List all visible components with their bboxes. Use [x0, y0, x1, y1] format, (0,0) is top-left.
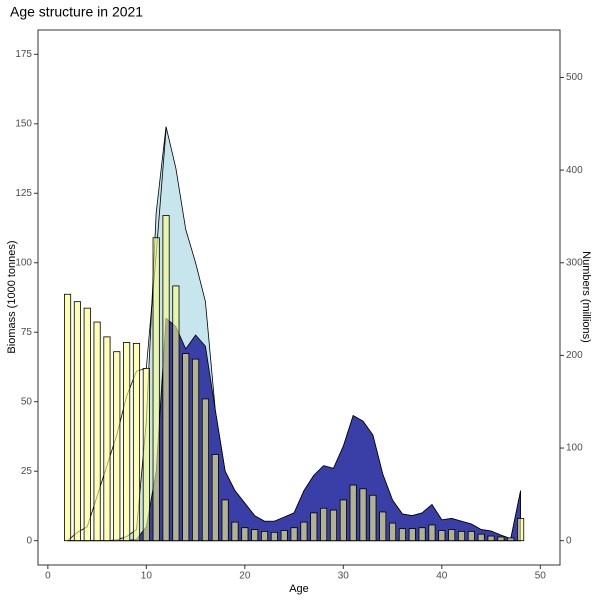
plot-frame: [37, 29, 561, 566]
bar: [63, 293, 72, 542]
y2-tick-label: 300: [566, 257, 583, 268]
bar: [162, 215, 170, 542]
x-tick-label: 10: [141, 571, 153, 582]
bar: [93, 321, 101, 542]
bar: [359, 488, 367, 542]
bar: [142, 367, 150, 542]
y-axis-label: Biomass (1000 tonnes): [6, 240, 18, 353]
y2-tick-label: 0: [566, 535, 572, 546]
bar: [73, 301, 81, 542]
x-axis-label: Age: [289, 583, 309, 595]
bar: [389, 522, 397, 542]
bar: [428, 524, 436, 542]
y-tick-label: 50: [21, 396, 33, 407]
bar: [408, 528, 416, 542]
bar: [418, 527, 426, 542]
y-tick-label: 75: [21, 327, 33, 338]
bar: [300, 521, 308, 542]
x-tick-label: 50: [535, 571, 547, 582]
bar: [457, 531, 466, 542]
bar: [448, 529, 456, 542]
y-tick-label: 175: [15, 49, 32, 60]
bar: [329, 509, 338, 542]
bar: [280, 530, 288, 542]
chart-title: Age structure in 2021: [10, 4, 143, 20]
bar: [369, 494, 377, 542]
bar: [192, 358, 200, 542]
bar: [507, 537, 515, 542]
bar: [83, 307, 91, 542]
bar: [349, 484, 357, 542]
bar: [438, 530, 446, 542]
bar: [152, 237, 160, 542]
x-tick-label: 40: [436, 571, 448, 582]
y2-tick-label: 500: [566, 72, 583, 83]
y-tick-label: 25: [21, 466, 33, 477]
y2-tick-label: 100: [566, 443, 583, 454]
bar: [251, 529, 259, 542]
bar: [231, 521, 239, 542]
bar: [113, 351, 121, 542]
bar: [260, 531, 269, 542]
y2-tick-label: 400: [566, 165, 583, 176]
y-tick-label: 100: [15, 257, 32, 268]
bar: [241, 527, 249, 542]
y-tick-label: 150: [15, 118, 32, 129]
bar: [497, 536, 505, 542]
bar: [123, 342, 131, 542]
x-tick-label: 30: [338, 571, 350, 582]
bar: [132, 342, 141, 542]
y-tick-label: 125: [15, 188, 32, 199]
bar: [320, 507, 328, 542]
x-tick-label: 20: [239, 571, 251, 582]
bar: [339, 499, 347, 542]
bar: [172, 285, 180, 542]
bar: [211, 454, 219, 542]
bar: [270, 531, 278, 542]
bar: [182, 353, 190, 542]
bar: [290, 527, 298, 542]
bar: [398, 528, 406, 542]
bar: [487, 535, 495, 542]
bar: [201, 398, 209, 542]
y2-tick-label: 200: [566, 350, 583, 361]
bar: [517, 518, 525, 542]
x-tick-label: 0: [45, 571, 51, 582]
bar: [103, 336, 111, 542]
bar: [221, 499, 229, 542]
bar: [467, 531, 475, 542]
y2-axis-label: Numbers (millions): [580, 251, 592, 343]
bar: [477, 533, 485, 542]
bar: [310, 512, 318, 542]
bar: [379, 511, 387, 542]
y-tick-label: 0: [26, 535, 32, 546]
